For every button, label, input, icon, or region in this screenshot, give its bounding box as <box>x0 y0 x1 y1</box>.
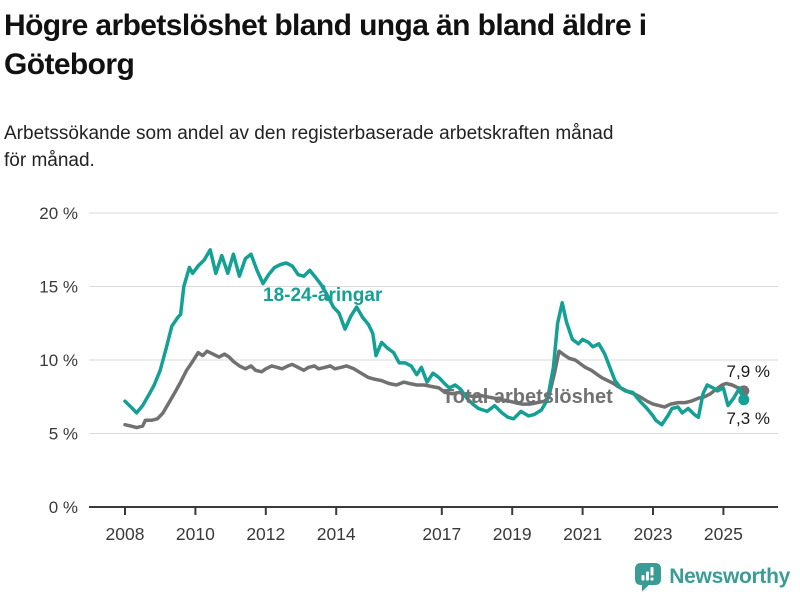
y-tick-label: 10 % <box>39 351 78 370</box>
x-tick-label: 2008 <box>106 524 145 544</box>
x-tick-label: 2025 <box>704 524 743 544</box>
x-tick-label: 2017 <box>422 524 461 544</box>
series-label-youth: 18-24-åringar <box>263 285 383 306</box>
series-end-dot-youth <box>738 394 750 406</box>
newsworthy-logo: Newsworthy <box>634 562 790 592</box>
chart-title-line2: Göteborg <box>4 48 135 81</box>
x-tick-label: 2012 <box>246 524 285 544</box>
series-line-total <box>123 349 746 430</box>
newsworthy-bubble-chart-icon <box>635 563 662 592</box>
y-tick-label: 15 % <box>39 278 78 297</box>
x-tick-label: 2010 <box>176 524 215 544</box>
chart-subtitle-line2: för månad. <box>4 150 95 171</box>
chart-title-line1: Högre arbetslöshet bland unga än bland ä… <box>4 9 647 42</box>
chart-subtitle-line1: Arbetssökande som andel av den registerb… <box>4 123 614 144</box>
x-tick-label: 2019 <box>493 524 532 544</box>
series-line-youth <box>123 248 746 427</box>
chart-title: Högre arbetslöshet bland unga än bland ä… <box>4 6 788 84</box>
x-tick-label: 2014 <box>317 524 356 544</box>
x-tick-label: 2021 <box>563 524 602 544</box>
series-label-total: Total arbetslöshet <box>442 386 613 408</box>
chart-subtitle: Arbetssökande som andel av den registerb… <box>4 120 788 174</box>
end-value-label-total: 7,9 % <box>726 362 770 381</box>
end-value-label-youth: 7,3 % <box>726 409 770 428</box>
y-tick-label: 0 % <box>49 498 78 517</box>
y-tick-label: 20 % <box>39 204 78 223</box>
newsworthy-logo-text: Newsworthy <box>669 565 790 588</box>
x-tick-label: 2023 <box>634 524 673 544</box>
y-tick-label: 5 % <box>49 425 78 444</box>
